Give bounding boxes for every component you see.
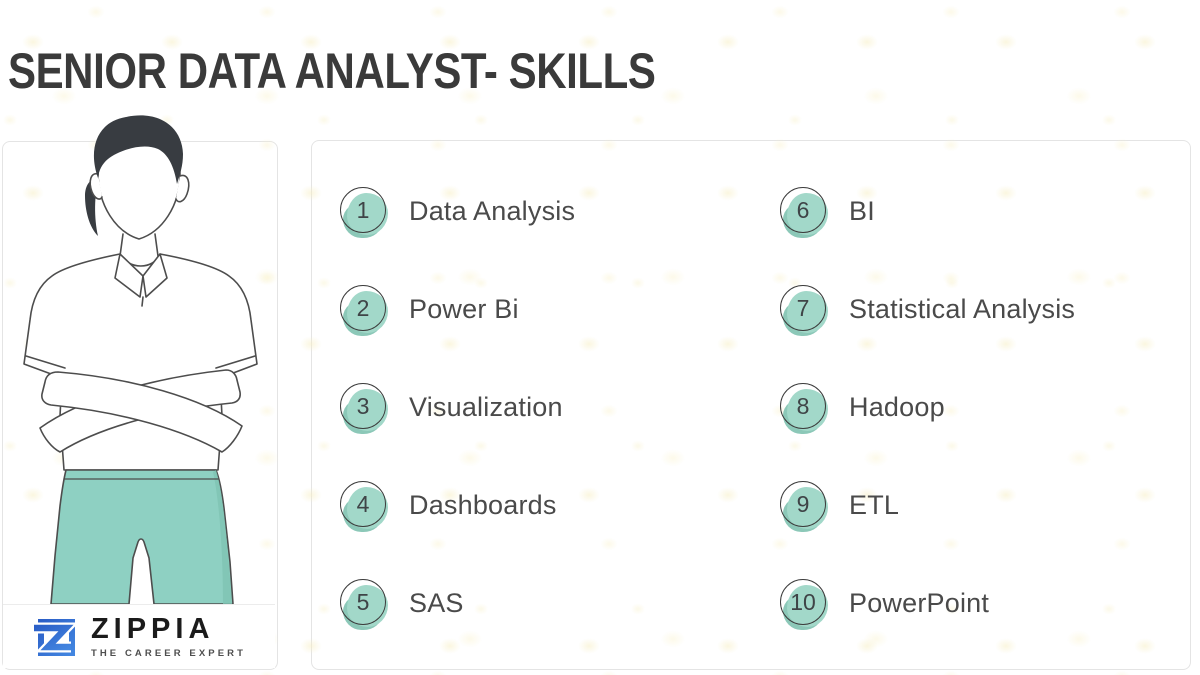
badge-circle: 1 [340, 187, 386, 233]
skill-number-badge: 2 [340, 285, 388, 336]
skill-number-badge: 4 [340, 481, 388, 532]
logo-wordmark: ZIPPIA THE CAREER EXPERT [90, 612, 247, 659]
badge-circle: 3 [340, 383, 386, 429]
skill-item: 7 Statistical Analysis [780, 260, 1189, 358]
skill-number: 8 [796, 392, 810, 419]
skill-label: BI [849, 195, 875, 226]
skill-number: 6 [796, 196, 810, 223]
page-title: SENIOR DATA ANALYST- SKILLS [8, 42, 656, 99]
skill-label: Statistical Analysis [849, 293, 1076, 324]
skill-number: 1 [356, 196, 370, 223]
badge-circle: 5 [340, 579, 386, 625]
badge-circle: 6 [780, 187, 826, 233]
placket [141, 296, 144, 307]
skill-number-badge: 5 [340, 579, 388, 630]
skill-number-badge: 9 [780, 481, 828, 532]
badge-circle: 10 [780, 579, 826, 625]
skill-number: 7 [796, 294, 810, 321]
skill-item: 10 PowerPoint [780, 554, 1189, 652]
skill-number: 3 [356, 392, 370, 419]
skill-label: Dashboards [409, 489, 557, 520]
badge-circle: 9 [780, 481, 826, 527]
skills-list: 1 Data Analysis 2 Power Bi 3 Visualizati… [311, 140, 1189, 668]
skill-number-badge: 3 [340, 383, 388, 434]
skill-item: 6 BI [780, 162, 1189, 260]
skill-label: ETL [849, 489, 900, 520]
zippia-z-icon [33, 618, 78, 656]
skill-item: 5 SAS [340, 554, 780, 652]
badge-circle: 7 [780, 285, 826, 331]
skill-item: 4 Dashboards [340, 456, 780, 554]
badge-circle: 4 [340, 481, 386, 527]
skill-number: 10 [790, 588, 816, 615]
logo-tagline: THE CAREER EXPERT [90, 647, 247, 659]
neck-left [119, 233, 124, 257]
skill-number-badge: 1 [340, 187, 388, 238]
person-illustration [23, 115, 258, 605]
skills-column-1: 1 Data Analysis 2 Power Bi 3 Visualizati… [340, 162, 780, 668]
skill-number: 4 [356, 490, 370, 517]
skill-label: PowerPoint [849, 587, 990, 618]
neck-right [154, 233, 159, 257]
skill-number: 2 [356, 294, 370, 321]
pants [50, 469, 234, 605]
skill-item: 3 Visualization [340, 358, 780, 456]
skill-number-badge: 8 [780, 383, 828, 434]
skill-label: Visualization [409, 391, 563, 422]
badge-circle: 8 [780, 383, 826, 429]
skill-label: Power Bi [409, 293, 519, 324]
skill-item: 9 ETL [780, 456, 1189, 554]
skill-item: 1 Data Analysis [340, 162, 780, 260]
skill-label: Data Analysis [409, 195, 576, 226]
skill-number-badge: 6 [780, 187, 828, 238]
skill-number-badge: 10 [780, 579, 828, 630]
zippia-logo: ZIPPIA THE CAREER EXPERT [3, 604, 275, 668]
skill-number-badge: 7 [780, 285, 828, 336]
skills-column-2: 6 BI 7 Statistical Analysis 8 Hadoop 9 E… [780, 162, 1189, 668]
skill-number: 5 [356, 588, 370, 615]
badge-circle: 2 [340, 285, 386, 331]
skill-number: 9 [796, 490, 810, 517]
skill-item: 8 Hadoop [780, 358, 1189, 456]
logo-name: ZIPPIA [90, 612, 215, 645]
skill-item: 2 Power Bi [340, 260, 780, 358]
skill-label: Hadoop [849, 391, 945, 422]
skill-label: SAS [409, 587, 464, 618]
